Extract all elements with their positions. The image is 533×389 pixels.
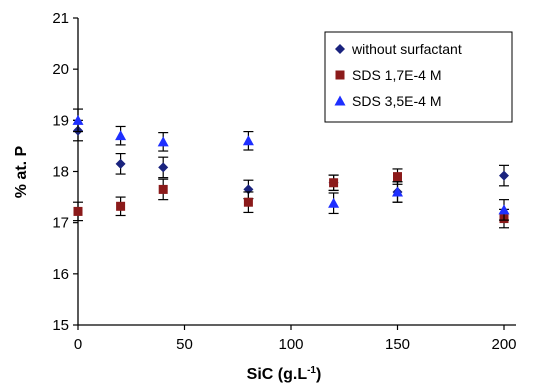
data-point	[243, 197, 253, 207]
data-point	[499, 170, 509, 181]
y-tick-label: 15	[52, 317, 69, 334]
series-triangle	[72, 108, 510, 221]
data-point	[72, 114, 84, 125]
legend-box	[324, 31, 513, 123]
y-tick-label: 19	[52, 112, 69, 129]
data-point	[242, 135, 254, 146]
data-point	[498, 204, 510, 215]
y-tick-label: 17	[52, 215, 69, 232]
y-tick-label: 21	[52, 10, 69, 27]
data-point	[328, 197, 340, 208]
x-tick-label: 200	[491, 336, 516, 353]
data-point	[158, 184, 168, 194]
data-point	[158, 162, 169, 173]
legend-marker	[334, 95, 346, 106]
data-point	[329, 178, 339, 188]
legend-marker	[335, 44, 345, 54]
y-tick-label: 20	[52, 61, 69, 78]
x-tick-label: 100	[278, 336, 303, 353]
data-point	[392, 186, 403, 197]
legend: without surfactant SDS 1,7E-4 M SDS 3,5E-4…	[324, 31, 513, 123]
x-axis-title: SiC (g.L-1)	[247, 365, 322, 383]
series-diamond	[73, 119, 509, 203]
series-square	[73, 168, 509, 229]
data-point	[116, 201, 126, 211]
legend-label: SDS 1,7E-4 M	[352, 67, 441, 83]
x-axis-title-close: )	[316, 366, 321, 383]
data-point	[393, 172, 402, 182]
x-axis-ticks: 0 50 100 150 200	[74, 325, 517, 353]
x-axis-title-superscript: -1	[307, 365, 316, 376]
data-point	[115, 158, 126, 169]
series-layer	[72, 108, 510, 229]
y-tick-label: 16	[52, 266, 69, 283]
x-tick-label: 50	[176, 336, 193, 353]
data-point	[157, 136, 169, 147]
x-tick-label: 150	[385, 336, 410, 353]
data-point	[115, 130, 127, 141]
x-axis-title-main: SiC (g.L	[247, 366, 308, 383]
legend-marker	[335, 70, 345, 80]
data-point	[73, 206, 83, 216]
legend-label: SDS 3,5E-4 M	[352, 93, 441, 109]
legend-label: without surfactant	[351, 41, 462, 57]
y-tick-label: 18	[52, 164, 69, 181]
y-axis-ticks: 15 16 17 18 19 20 21	[52, 10, 78, 334]
x-tick-label: 0	[74, 336, 82, 353]
y-axis-title: % at. P	[13, 145, 30, 198]
